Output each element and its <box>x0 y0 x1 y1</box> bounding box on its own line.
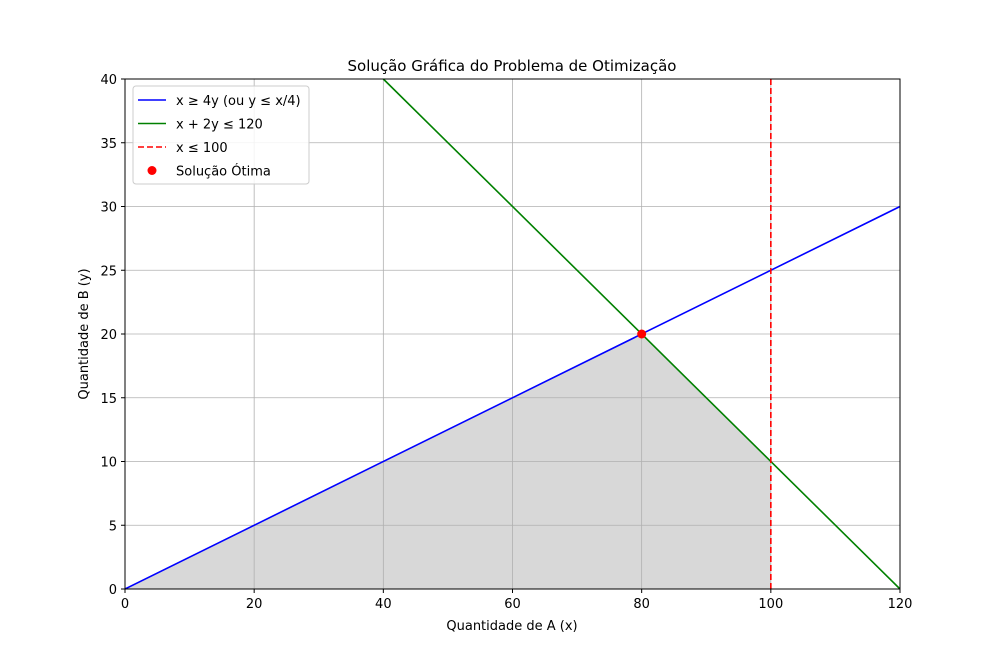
x-tick-label: 100 <box>758 597 783 612</box>
chart-title: Solução Gráfica do Problema de Otimizaçã… <box>348 57 677 75</box>
x-axis-label: Quantidade de A (x) <box>446 619 577 634</box>
y-tick-label: 0 <box>109 583 117 598</box>
x-tick-label: 120 <box>888 597 913 612</box>
y-tick-label: 15 <box>100 392 117 407</box>
x-tick-label: 80 <box>633 597 650 612</box>
y-axis-label: Quantidade de B (y) <box>77 268 92 399</box>
y-tick-label: 30 <box>100 201 117 216</box>
y-tick-label: 20 <box>100 328 117 343</box>
x-tick-label: 60 <box>504 597 521 612</box>
y-tick-label: 40 <box>100 73 117 88</box>
optimal-point-marker <box>637 329 647 339</box>
x-tick-label: 0 <box>121 597 129 612</box>
y-tick-label: 5 <box>109 519 117 534</box>
legend-label-0: x ≥ 4y (ou y ≤ x/4) <box>176 94 301 109</box>
legend-label-2: x ≤ 100 <box>176 141 228 156</box>
y-tick-label: 35 <box>100 137 117 152</box>
legend-box <box>132 85 310 185</box>
legend-label-1: x + 2y ≤ 120 <box>176 118 263 133</box>
y-tick-label: 25 <box>100 264 117 279</box>
y-tick-label: 10 <box>100 456 117 471</box>
x-tick-label: 40 <box>375 597 392 612</box>
legend-label-3: Solução Ótima <box>176 164 271 180</box>
legend: x ≥ 4y (ou y ≤ x/4) x + 2y ≤ 120 x ≤ 100 So… <box>132 85 310 185</box>
legend-marker-optimal <box>147 166 157 175</box>
x-tick-label: 20 <box>246 597 263 612</box>
